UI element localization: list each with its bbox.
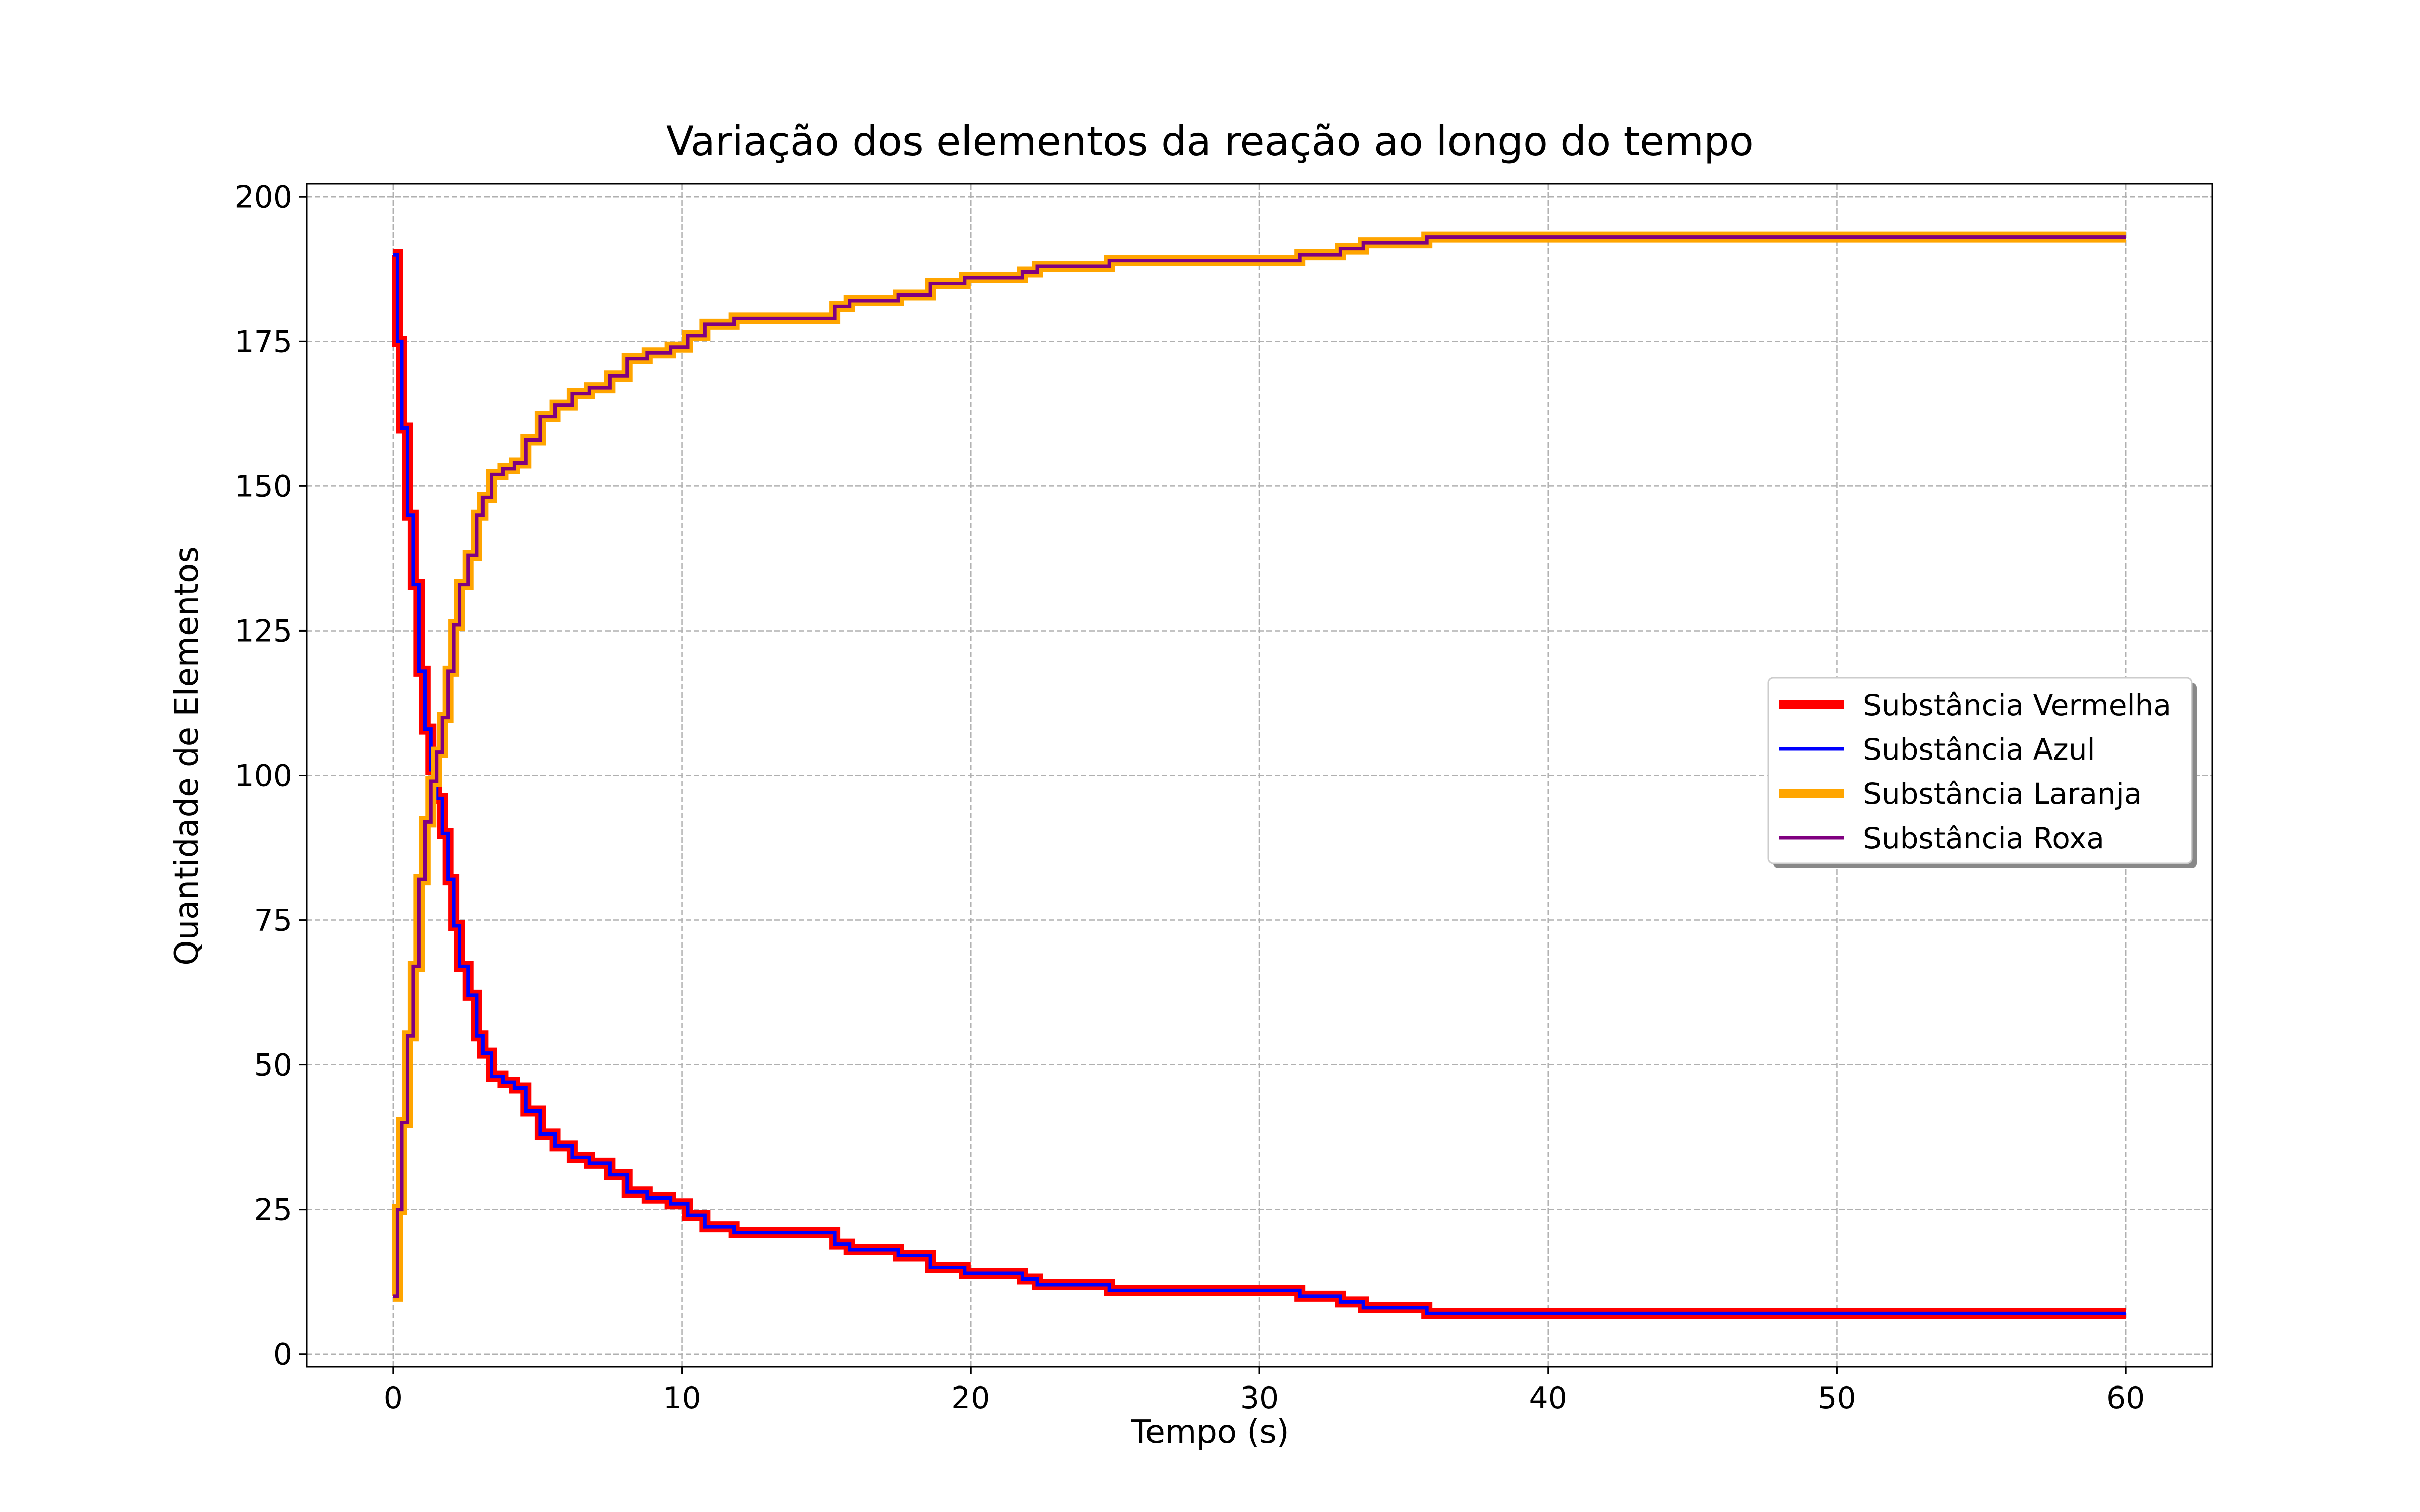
x-axis-label: Tempo (s) (1130, 1414, 1289, 1451)
chart-title: Variação dos elementos da reação ao long… (666, 118, 1754, 165)
legend-entry-vermelha-label: Substância Vermelha (1863, 688, 2171, 722)
grid (307, 184, 2212, 1367)
x-tick-label: 40 (1529, 1380, 1567, 1416)
y-tick-label: 75 (254, 903, 292, 938)
legend-entry-laranja-label: Substância Laranja (1863, 777, 2142, 811)
y-tick-label: 175 (234, 324, 292, 359)
x-tick-label: 10 (662, 1380, 701, 1416)
y-tick-label: 100 (234, 759, 292, 794)
x-tick-label: 30 (1240, 1380, 1279, 1416)
y-axis-label: Quantidade de Elementos (168, 546, 206, 966)
series-lines (392, 231, 2126, 1319)
x-tick-label: 50 (1818, 1380, 1856, 1416)
y-tick-label: 0 (273, 1337, 292, 1372)
y-tick-label: 50 (254, 1048, 292, 1083)
y-tick-label: 200 (234, 179, 292, 215)
legend-entry-roxa-label: Substância Roxa (1863, 821, 2104, 855)
y-tick-label: 150 (234, 469, 292, 504)
x-tick-label: 0 (384, 1380, 403, 1416)
axis-ticks: 0 10 20 30 40 50 60 0 25 50 75 100 125 150 175 200 (234, 179, 2145, 1416)
series-line-roxa (393, 235, 2126, 1298)
y-tick-label: 125 (234, 613, 292, 649)
legend-entry-azul-label: Substância Azul (1863, 732, 2095, 767)
y-tick-label: 25 (254, 1192, 292, 1228)
legend: Substância Vermelha Substância Azul Substâ… (1767, 677, 2197, 868)
x-tick-label: 20 (951, 1380, 990, 1416)
legend-box (1767, 677, 2193, 864)
x-tick-label: 60 (2106, 1380, 2145, 1416)
